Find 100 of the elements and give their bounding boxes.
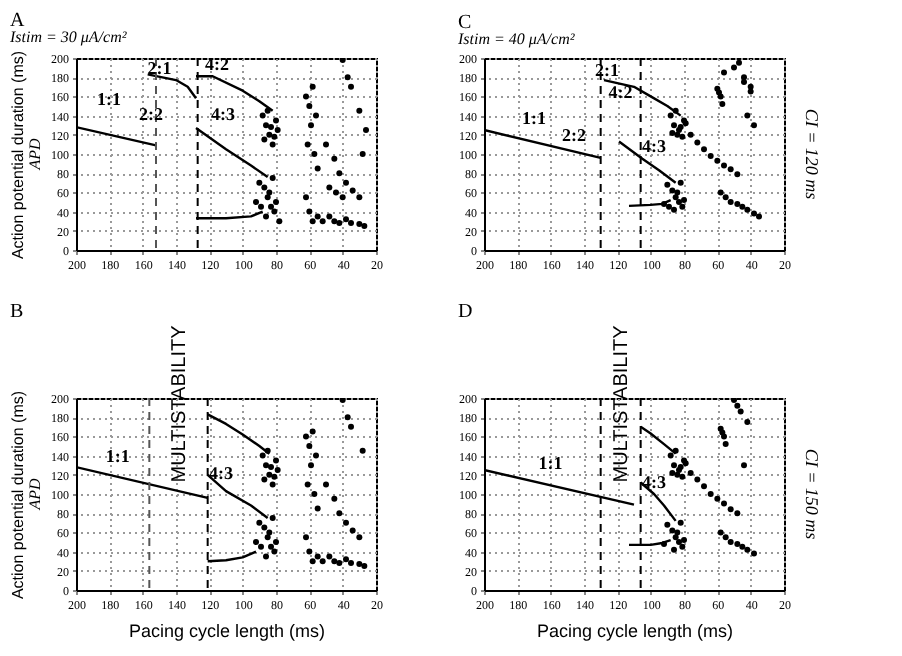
point xyxy=(714,495,721,502)
point xyxy=(326,184,333,191)
point xyxy=(309,218,316,225)
point xyxy=(319,218,326,225)
point xyxy=(314,553,321,560)
annotation: 2:1 xyxy=(147,57,173,78)
point xyxy=(739,543,746,550)
point xyxy=(348,83,354,90)
point xyxy=(356,221,363,228)
point xyxy=(669,527,676,534)
point xyxy=(722,534,729,541)
point xyxy=(731,64,737,71)
point xyxy=(744,206,751,213)
point xyxy=(674,529,681,536)
point xyxy=(258,543,264,550)
point xyxy=(681,537,687,544)
annotation: 1:1 xyxy=(97,89,122,110)
point xyxy=(336,510,343,517)
point xyxy=(303,433,309,440)
point xyxy=(721,500,727,507)
point xyxy=(333,189,339,196)
point xyxy=(266,189,273,196)
point xyxy=(701,146,707,153)
point xyxy=(331,155,338,162)
point xyxy=(664,181,671,188)
point xyxy=(677,179,684,186)
point xyxy=(264,194,271,201)
point xyxy=(359,447,366,454)
point xyxy=(263,462,269,469)
point xyxy=(264,447,271,454)
point xyxy=(348,560,354,567)
point xyxy=(707,491,714,497)
point xyxy=(343,216,349,223)
point xyxy=(264,107,271,114)
point xyxy=(672,534,679,541)
point xyxy=(274,467,281,473)
point xyxy=(727,166,734,173)
point xyxy=(306,548,313,555)
point xyxy=(306,208,313,215)
point xyxy=(336,220,343,227)
point xyxy=(313,452,319,459)
point xyxy=(721,162,727,169)
annotation: 1:1 xyxy=(522,108,548,129)
point xyxy=(701,483,707,490)
point xyxy=(343,519,349,526)
point xyxy=(694,139,701,146)
point xyxy=(721,69,727,76)
point xyxy=(744,419,751,425)
point xyxy=(356,194,363,201)
point xyxy=(361,563,368,569)
point xyxy=(303,93,309,100)
point xyxy=(319,558,326,565)
point xyxy=(744,112,751,119)
point xyxy=(727,199,734,205)
point xyxy=(719,101,726,108)
text: APD xyxy=(26,478,44,512)
point xyxy=(679,543,686,550)
point xyxy=(734,510,741,517)
chart-title: B xyxy=(10,301,24,324)
point xyxy=(331,495,338,502)
point xyxy=(727,506,734,513)
point xyxy=(271,133,278,140)
annotation: 4:3 xyxy=(208,462,234,483)
point xyxy=(676,199,682,205)
point xyxy=(303,534,309,541)
annotation: 2:1 xyxy=(595,59,620,80)
point xyxy=(744,546,751,553)
x-axis-title: Pacing cycle length (ms) xyxy=(128,621,326,641)
point xyxy=(314,213,321,220)
point xyxy=(311,151,318,157)
point xyxy=(669,469,676,476)
point xyxy=(694,476,701,483)
point xyxy=(741,462,747,469)
annotation: 2:2 xyxy=(139,103,164,124)
point xyxy=(263,553,269,560)
annotation: 2:2 xyxy=(562,124,587,145)
point xyxy=(269,175,276,181)
point xyxy=(274,127,281,133)
point xyxy=(268,543,274,550)
point xyxy=(672,194,679,201)
annotation: 4:3 xyxy=(211,103,236,124)
text: APD xyxy=(26,138,44,172)
point xyxy=(336,170,343,177)
point xyxy=(348,423,354,430)
chart-subtitle: Istim = 30 μA/cm² xyxy=(8,27,128,46)
point xyxy=(276,218,283,225)
annotation: MULTISTABILITY xyxy=(168,324,191,483)
chart-subtitle: Istim = 40 μA/cm² xyxy=(456,30,576,48)
point xyxy=(343,179,349,186)
point xyxy=(671,546,677,553)
point xyxy=(309,428,316,435)
point xyxy=(687,131,694,138)
point xyxy=(737,408,744,415)
point xyxy=(747,83,754,90)
point xyxy=(356,107,363,114)
point xyxy=(271,473,278,480)
annotation: 4:2 xyxy=(608,81,634,102)
point xyxy=(687,469,694,476)
point xyxy=(253,199,259,205)
point xyxy=(269,515,276,521)
